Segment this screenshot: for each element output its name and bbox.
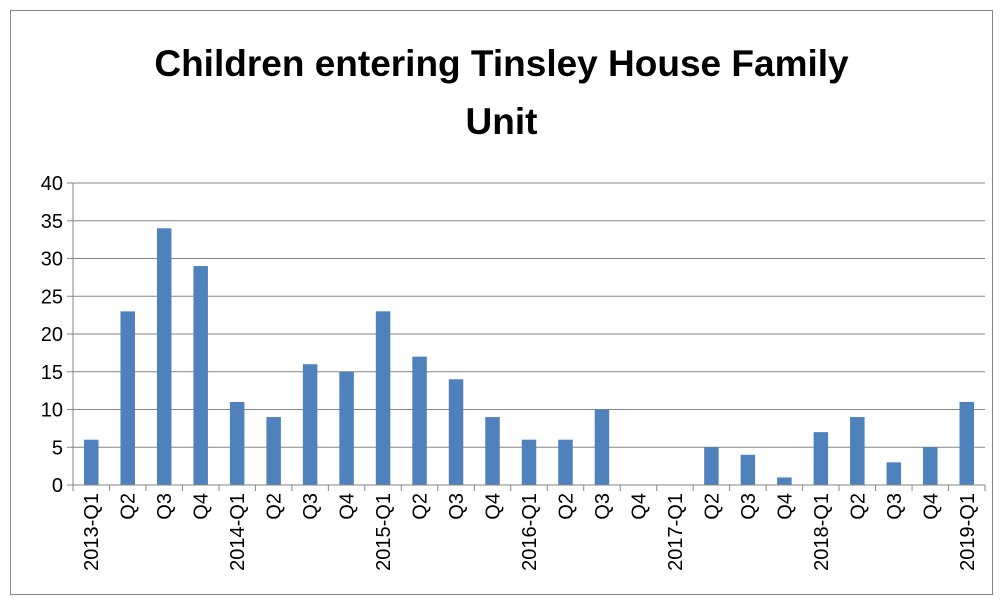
bar <box>558 439 573 485</box>
bar <box>83 439 99 485</box>
x-tick-label: Q4 <box>337 493 359 520</box>
bar <box>229 401 245 485</box>
x-tick-label: Q3 <box>738 493 760 520</box>
y-tick-label: 15 <box>41 362 63 384</box>
bar <box>302 364 318 485</box>
bar <box>375 311 391 485</box>
x-tick-label: 2018-Q1 <box>811 493 833 571</box>
x-tick-label: Q3 <box>300 493 322 520</box>
bar <box>777 477 792 485</box>
chart-frame <box>10 10 993 595</box>
bar <box>266 417 281 485</box>
bar <box>485 417 500 485</box>
x-tick-label: Q2 <box>847 493 869 520</box>
x-tick-label: 2013-Q1 <box>81 493 103 571</box>
bar <box>959 401 975 485</box>
y-tick-label: 40 <box>41 173 63 195</box>
x-tick-label: 2016-Q1 <box>519 493 541 571</box>
y-tick-label: 25 <box>41 286 63 308</box>
x-tick-label: Q2 <box>410 493 432 520</box>
gridlines <box>73 182 985 448</box>
bar <box>448 379 464 485</box>
bar <box>740 454 756 485</box>
bar <box>850 417 865 485</box>
x-tick-label: Q4 <box>191 493 213 520</box>
bar <box>339 371 354 485</box>
x-tick-label: Q2 <box>701 493 723 520</box>
x-tick-label: 2014-Q1 <box>227 493 249 571</box>
x-tick-label: Q2 <box>555 493 577 520</box>
y-tick-labels: 0 5 10 15 20 25 30 35 40 <box>41 173 63 497</box>
bar <box>594 409 610 485</box>
y-tick-label: 10 <box>41 400 63 422</box>
x-tick-labels: 2013-Q1 Q2 Q3 Q4 2014-Q1 Q2 Q3 Q4 2015-Q1 Q2 Q3 Q4 2… <box>81 493 979 571</box>
y-tick-label: 20 <box>41 324 63 346</box>
x-tick-label: 2019-Q1 <box>957 493 979 571</box>
x-tick-label: Q4 <box>920 493 942 520</box>
bar <box>412 356 427 485</box>
bar <box>120 311 135 485</box>
x-tick-label: Q2 <box>118 493 140 520</box>
x-tick-label: Q4 <box>628 493 650 520</box>
x-tick-label: Q3 <box>446 493 468 520</box>
x-tick-label: Q2 <box>264 493 286 520</box>
bar <box>886 462 902 485</box>
bar <box>193 266 208 485</box>
x-tick-label: 2017-Q1 <box>665 493 687 571</box>
bar <box>813 432 829 485</box>
bar <box>156 228 172 486</box>
x-tick-label: 2015-Q1 <box>373 493 395 571</box>
bar <box>923 447 938 485</box>
y-tick-label: 0 <box>52 475 63 497</box>
bar <box>704 447 719 485</box>
x-tick-label: Q3 <box>154 493 176 520</box>
x-tick-label: Q4 <box>774 493 796 520</box>
y-tick-label: 30 <box>41 249 63 271</box>
x-tick-label: Q3 <box>884 493 906 520</box>
chart-title: Children entering Tinsley House Family U… <box>154 43 849 142</box>
x-tick-label: Q3 <box>592 493 614 520</box>
bar <box>521 439 537 485</box>
axes <box>67 182 986 491</box>
y-tick-label: 5 <box>52 437 63 459</box>
y-tick-label: 35 <box>41 211 63 233</box>
x-tick-label: Q4 <box>483 493 505 520</box>
bars <box>83 228 975 486</box>
